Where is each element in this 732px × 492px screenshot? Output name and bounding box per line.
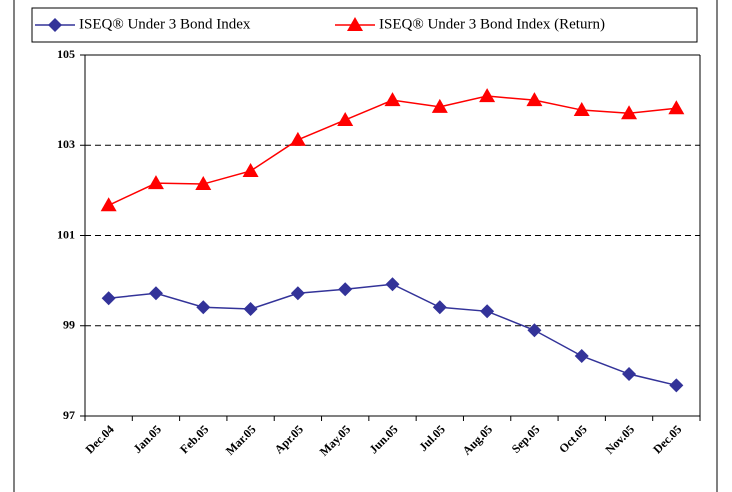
series-line <box>108 95 677 206</box>
x-tick-label: Dec.05 <box>650 422 684 456</box>
point <box>526 92 543 107</box>
x-tick-label: Aug.05 <box>460 422 496 458</box>
point <box>195 176 212 191</box>
point <box>431 98 448 113</box>
point <box>622 367 637 382</box>
x-tick-label: Oct.05 <box>556 422 590 456</box>
point <box>148 286 163 301</box>
x-tick-label: Jan.05 <box>130 422 164 456</box>
point <box>100 197 117 212</box>
point <box>289 131 306 146</box>
x-tick-label: Sep.05 <box>509 422 543 456</box>
point <box>337 111 354 126</box>
y-tick-label: 103 <box>57 137 75 151</box>
point <box>384 92 401 107</box>
point <box>101 291 116 306</box>
point <box>338 282 353 297</box>
y-tick-label: 101 <box>57 227 75 241</box>
legend-marker <box>347 17 363 31</box>
x-tick-label: Jul.05 <box>416 422 448 454</box>
y-tick-label: 105 <box>57 47 75 61</box>
point <box>196 300 211 315</box>
point <box>668 100 685 115</box>
x-tick-label: Jun.05 <box>366 422 400 456</box>
x-tick-label: May.05 <box>317 422 354 459</box>
point <box>480 304 495 319</box>
point <box>243 302 258 317</box>
x-tick-label: Nov.05 <box>602 422 637 457</box>
x-tick-label: Mar.05 <box>223 422 259 458</box>
x-tick-label: Apr.05 <box>272 422 306 456</box>
y-tick-label: 99 <box>63 318 75 332</box>
point <box>527 323 542 338</box>
point <box>573 102 590 117</box>
point <box>290 286 305 301</box>
legend-marker <box>48 18 62 32</box>
point <box>385 277 400 292</box>
x-tick-label: Dec.04 <box>83 422 117 456</box>
point <box>479 88 496 103</box>
point <box>621 105 638 120</box>
x-tick-label: Feb.05 <box>177 422 211 456</box>
legend-label: ISEQ® Under 3 Bond Index (Return) <box>379 16 605 32</box>
point <box>242 162 259 177</box>
point <box>147 175 164 190</box>
point <box>432 300 447 315</box>
point <box>574 348 589 363</box>
y-tick-label: 97 <box>63 408 75 422</box>
series-line <box>108 283 677 387</box>
legend-label: ISEQ® Under 3 Bond Index <box>79 16 251 32</box>
point <box>669 378 684 393</box>
